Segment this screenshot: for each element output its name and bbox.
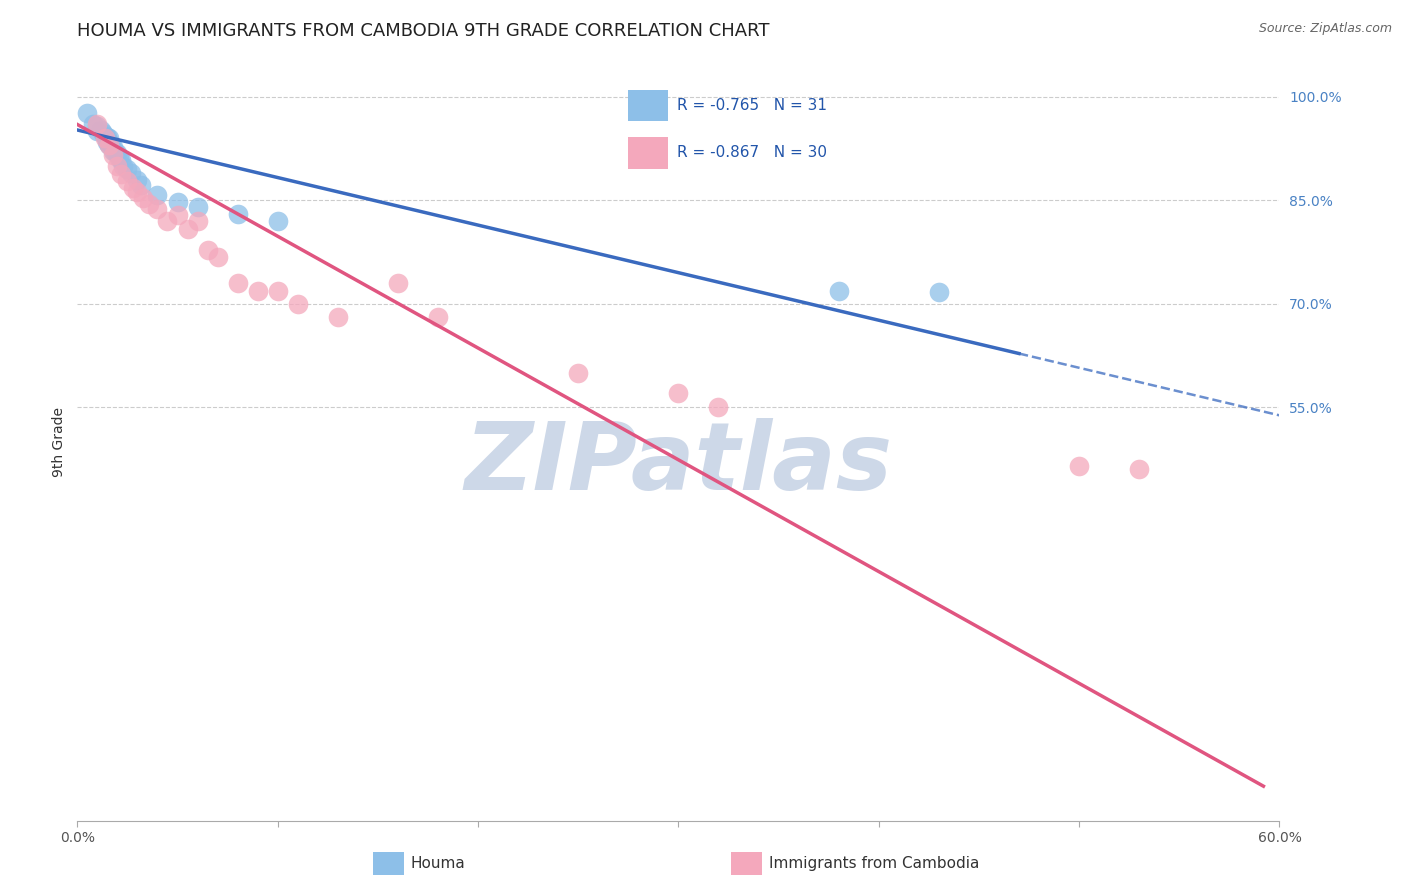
Point: [107, 146, 129, 161]
Point: [131, 178, 153, 193]
Point: [146, 202, 169, 216]
Point: [96, 129, 118, 144]
Text: R = -0.867   N = 30: R = -0.867 N = 30: [678, 145, 827, 161]
Point: [82, 118, 104, 132]
Point: [107, 159, 129, 173]
Point: [127, 185, 149, 199]
Point: [326, 310, 349, 325]
Point: [928, 285, 950, 299]
Point: [166, 209, 188, 223]
Point: [287, 296, 309, 310]
Y-axis label: 9th Grade: 9th Grade: [52, 407, 66, 476]
Bar: [628, 90, 668, 121]
Point: [146, 187, 169, 202]
Point: [387, 276, 409, 290]
Point: [197, 243, 219, 257]
Point: [98, 131, 121, 145]
Point: [94, 128, 117, 143]
Point: [103, 148, 125, 162]
Point: [96, 133, 118, 147]
Point: [103, 139, 125, 153]
Point: [90, 123, 112, 137]
Point: [110, 153, 132, 168]
Point: [98, 138, 121, 153]
Text: ZIPatlas: ZIPatlas: [464, 418, 893, 510]
Point: [267, 214, 290, 228]
Point: [186, 200, 209, 214]
Point: [103, 144, 125, 158]
Point: [156, 214, 179, 228]
Point: [668, 386, 690, 401]
Point: [96, 136, 118, 150]
Point: [110, 167, 132, 181]
Point: [120, 166, 142, 180]
Point: [98, 138, 121, 153]
Point: [828, 285, 851, 299]
Text: Source: ZipAtlas.com: Source: ZipAtlas.com: [1258, 22, 1392, 36]
Point: [86, 118, 108, 132]
Point: [94, 131, 117, 145]
Text: R = -0.765   N = 31: R = -0.765 N = 31: [678, 98, 827, 113]
Point: [117, 162, 139, 177]
Point: [567, 366, 589, 380]
Point: [427, 310, 450, 325]
Text: Houma: Houma: [411, 856, 465, 871]
Point: [226, 276, 249, 290]
Point: [176, 222, 198, 236]
Point: [1128, 462, 1150, 476]
Point: [707, 400, 730, 414]
Point: [112, 159, 135, 173]
Point: [166, 194, 188, 209]
Point: [132, 190, 155, 204]
Point: [1069, 458, 1091, 473]
Point: [108, 151, 131, 165]
Point: [267, 285, 290, 299]
Point: [127, 172, 149, 186]
Text: HOUMA VS IMMIGRANTS FROM CAMBODIA 9TH GRADE CORRELATION CHART: HOUMA VS IMMIGRANTS FROM CAMBODIA 9TH GR…: [77, 22, 770, 40]
Point: [138, 196, 160, 211]
Point: [226, 207, 249, 221]
Point: [246, 285, 269, 299]
Point: [93, 126, 115, 140]
Point: [207, 250, 229, 264]
Point: [100, 136, 122, 151]
Point: [186, 214, 209, 228]
Point: [122, 181, 145, 195]
Point: [76, 106, 98, 120]
Point: [117, 174, 139, 188]
Text: Immigrants from Cambodia: Immigrants from Cambodia: [769, 856, 980, 871]
Point: [104, 145, 127, 159]
Point: [86, 119, 108, 133]
Bar: [628, 137, 668, 169]
Point: [86, 124, 108, 138]
